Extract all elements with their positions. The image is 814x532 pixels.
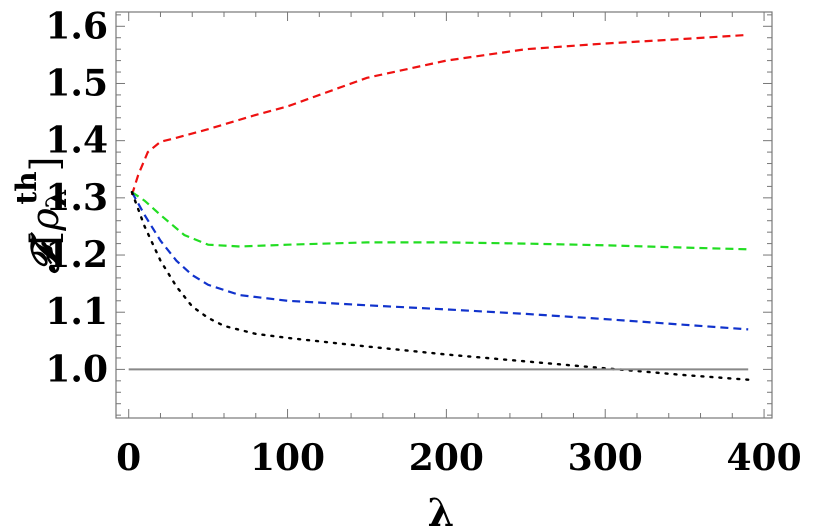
plot-frame xyxy=(115,11,773,419)
y-tick-label: 1.1 xyxy=(45,291,108,333)
x-tick-label: 0 xyxy=(116,437,141,479)
green-dashed-series xyxy=(131,191,749,251)
y-label-rho: ρ xyxy=(23,208,67,232)
y-tick-label: 1.6 xyxy=(45,5,108,47)
x-tick-labels: 0 100 200 300 400 xyxy=(116,437,801,479)
y-axis-label: 𝓕[ρλth] xyxy=(10,157,73,275)
svg-text:𝓕[ρλth]: 𝓕[ρλth] xyxy=(10,157,73,275)
blue-dashed-series xyxy=(130,191,749,331)
x-tick-label: 300 xyxy=(568,437,643,479)
series-layer xyxy=(128,33,750,381)
y-label-subscript: λ xyxy=(40,189,73,209)
x-axis-label: λ xyxy=(428,490,455,532)
red-dashed-series xyxy=(130,33,749,196)
black-dotted-series xyxy=(130,190,750,381)
y-label-close-bracket: ] xyxy=(23,157,67,172)
y-label-superscript: th xyxy=(10,171,43,204)
y-tick-label: 1.3 xyxy=(45,177,108,219)
y-tick-label: 1.4 xyxy=(45,120,108,162)
y-label-open-bracket: [ xyxy=(23,231,67,246)
y-axis-ticks xyxy=(116,14,772,416)
y-tick-label: 1.2 xyxy=(45,234,108,276)
y-tick-label: 1.5 xyxy=(45,62,108,104)
y-tick-labels: 1.0 1.1 1.2 1.3 1.4 1.5 1.6 xyxy=(45,5,108,390)
x-tick-label: 400 xyxy=(726,437,801,479)
x-tick-label: 100 xyxy=(250,437,325,479)
x-tick-label: 200 xyxy=(409,437,484,479)
y-tick-label: 1.0 xyxy=(45,348,108,390)
x-axis-ticks xyxy=(128,12,765,418)
